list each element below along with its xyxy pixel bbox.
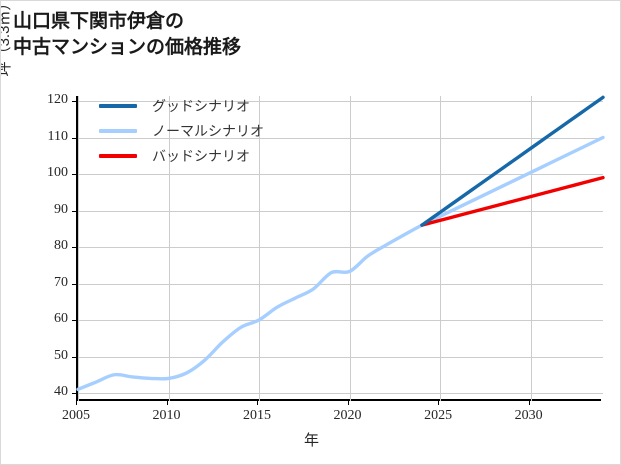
y-axis-title: 坪（3.3㎡）単価（万円） [1, 1, 14, 111]
series-line-bad [420, 175, 605, 227]
legend-label-good: グッドシナリオ [152, 99, 250, 115]
y-tick-label: 70 [54, 274, 68, 290]
page-title: 山口県下関市伊倉の 中古マンションの価格推移 [13, 11, 242, 58]
y-tick-mark [72, 174, 76, 175]
gridline-vertical [530, 96, 532, 401]
gridline-horizontal [78, 174, 603, 175]
gridline-horizontal [78, 320, 603, 321]
x-tick-label: 2005 [62, 408, 90, 423]
series-lines [76, 95, 605, 392]
y-tick-mark [72, 101, 76, 102]
legend-item-normal[interactable]: ノーマルシナリオ [99, 118, 264, 143]
legend-label-bad: バッドシナリオ [152, 149, 250, 165]
y-tick-mark [72, 210, 76, 212]
x-tick-mark [166, 401, 168, 405]
gridline-vertical [349, 96, 351, 401]
legend-item-good[interactable]: グッドシナリオ [99, 93, 264, 118]
legend-swatch-good [99, 103, 137, 108]
y-tick-mark [72, 356, 76, 358]
legend: グッドシナリオ ノーマルシナリオ バッドシナリオ [99, 93, 264, 168]
y-tick-label: 90 [54, 201, 68, 217]
gridline-horizontal [78, 356, 603, 358]
y-tick-mark [72, 393, 76, 394]
gridline-horizontal [78, 210, 603, 212]
legend-swatch-normal [99, 128, 137, 133]
gridline-horizontal [78, 393, 603, 394]
gridline-vertical [168, 96, 170, 401]
x-tick-label: 2015 [243, 408, 272, 423]
plot-area [76, 95, 605, 401]
y-tick-mark [72, 247, 76, 248]
y-tick-mark [72, 320, 76, 321]
gridline-vertical [259, 96, 261, 401]
legend-item-bad[interactable]: バッドシナリオ [99, 143, 264, 168]
gridline-horizontal [78, 137, 603, 139]
x-tick-mark [438, 401, 440, 405]
x-tick-label: 2025 [424, 408, 453, 423]
y-tick-mark [72, 137, 76, 139]
gridline-vertical [440, 96, 442, 401]
y-tick-label: 120 [47, 92, 68, 107]
gridline-vertical [78, 96, 79, 401]
gridline-horizontal [78, 247, 603, 248]
y-tick-mark [72, 283, 76, 285]
gridline-horizontal [78, 101, 603, 102]
y-tick-label: 110 [47, 128, 68, 144]
y-tick-label: 50 [54, 347, 68, 363]
series-line-good [420, 95, 605, 227]
series-line-normal [76, 135, 605, 392]
y-tick-label: 40 [54, 384, 68, 399]
legend-label-normal: ノーマルシナリオ [152, 124, 264, 140]
x-tick-label: 2030 [514, 408, 543, 423]
x-tick-mark [257, 401, 259, 405]
y-tick-label: 100 [47, 165, 68, 180]
x-tick-label: 2020 [333, 408, 362, 423]
legend-swatch-bad [99, 153, 137, 158]
y-tick-label: 80 [54, 238, 68, 253]
y-tick-label: 60 [54, 311, 68, 326]
x-tick-mark [347, 401, 349, 405]
gridline-horizontal [78, 283, 603, 285]
x-tick-label: 2010 [152, 408, 181, 423]
x-axis-title: 年 [303, 432, 319, 449]
x-tick-mark [528, 401, 530, 405]
x-tick-mark [76, 401, 77, 405]
